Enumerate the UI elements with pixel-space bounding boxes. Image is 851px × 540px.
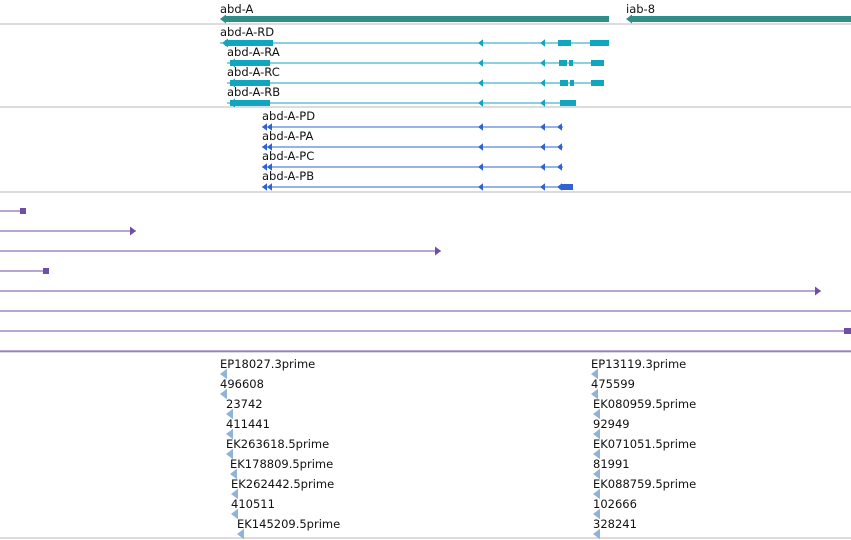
est-marker <box>220 388 227 400</box>
est-marker <box>226 448 233 460</box>
intron-direction-arrow <box>540 143 545 151</box>
est-marker <box>593 408 600 420</box>
transcript-label[interactable]: abd-A-RA <box>227 45 280 59</box>
est-label[interactable]: 81991 <box>593 457 630 471</box>
alignment-end-arrow <box>130 226 136 236</box>
intron-direction-arrow <box>478 183 483 191</box>
intron-direction-arrow <box>540 39 545 47</box>
intron-direction-arrow <box>540 59 545 67</box>
est-marker <box>593 508 600 520</box>
transcript-exon[interactable] <box>558 40 571 46</box>
strand-arrow <box>262 143 267 151</box>
est-marker <box>220 368 227 380</box>
est-marker <box>593 448 600 460</box>
gene-strand-arrow <box>220 14 226 24</box>
intron-direction-arrow <box>478 39 483 47</box>
est-marker <box>591 388 598 400</box>
strand-arrow <box>267 163 272 171</box>
est-label[interactable]: 102666 <box>593 497 637 511</box>
alignment-block[interactable] <box>20 208 26 214</box>
transcript-exon[interactable] <box>591 60 604 66</box>
est-label[interactable]: EK071051.5prime <box>593 437 696 451</box>
transcript-exon[interactable] <box>569 60 573 66</box>
transcript-exon[interactable] <box>560 100 576 106</box>
cds-label[interactable]: abd-A-PB <box>262 169 314 183</box>
est-label[interactable]: 411441 <box>226 417 270 431</box>
est-marker <box>593 428 600 440</box>
strand-arrow <box>262 183 267 191</box>
cds-block[interactable] <box>562 184 573 190</box>
alignment-end-arrow <box>815 286 821 296</box>
strand-arrow <box>267 123 272 131</box>
transcript-exon[interactable] <box>230 80 270 86</box>
est-label[interactable]: 92949 <box>593 417 630 431</box>
intron-direction-arrow <box>478 79 483 87</box>
cds-label[interactable]: abd-A-PC <box>262 149 314 163</box>
intron-direction-arrow <box>557 163 562 171</box>
intron-direction-arrow <box>478 59 483 67</box>
intron-direction-arrow <box>478 163 483 171</box>
est-marker <box>226 428 233 440</box>
strand-arrow <box>262 163 267 171</box>
est-label[interactable]: EP18027.3prime <box>220 357 315 371</box>
transcript-exon[interactable] <box>225 40 273 46</box>
est-label[interactable]: EK145209.5prime <box>237 517 340 531</box>
alignment-block[interactable] <box>844 328 851 334</box>
est-marker <box>231 508 238 520</box>
est-marker <box>593 468 600 480</box>
est-label[interactable]: EP13119.3prime <box>591 357 686 371</box>
intron-direction-arrow <box>540 163 545 171</box>
alignment-end-arrow <box>435 246 441 256</box>
gene-label-iab-8[interactable]: iab-8 <box>626 2 655 16</box>
gene-bar-abd-a[interactable] <box>225 16 609 22</box>
transcript-exon[interactable] <box>570 80 574 86</box>
est-marker <box>591 368 598 380</box>
est-label[interactable]: 410511 <box>231 497 275 511</box>
alignment-block[interactable] <box>43 268 49 274</box>
intron-direction-arrow <box>540 99 545 107</box>
transcript-exon[interactable] <box>230 60 270 66</box>
transcript-exon[interactable] <box>560 80 568 86</box>
gene-label-abd-a[interactable]: abd-A <box>220 2 254 16</box>
transcript-label[interactable]: abd-A-RC <box>227 65 280 79</box>
est-label[interactable]: EK080959.5prime <box>593 397 696 411</box>
cds-label[interactable]: abd-A-PD <box>262 109 315 123</box>
est-marker <box>231 488 238 500</box>
intron-direction-arrow <box>478 143 483 151</box>
transcript-label[interactable]: abd-A-RB <box>227 85 280 99</box>
est-label[interactable]: EK263618.5prime <box>226 437 329 451</box>
intron-direction-arrow <box>540 79 545 87</box>
est-label[interactable]: 23742 <box>226 397 263 411</box>
transcript-exon[interactable] <box>590 40 609 46</box>
est-label[interactable]: 328241 <box>593 517 637 531</box>
est-marker <box>230 468 237 480</box>
est-marker <box>593 488 600 500</box>
intron-direction-arrow <box>557 123 562 131</box>
transcript-exon[interactable] <box>230 100 270 106</box>
strand-arrow <box>267 183 272 191</box>
gene-strand-arrow <box>626 14 632 24</box>
cds-label[interactable]: abd-A-PA <box>262 129 314 143</box>
intron-direction-arrow <box>478 99 483 107</box>
intron-direction-arrow <box>557 143 562 151</box>
est-label[interactable]: EK178809.5prime <box>230 457 333 471</box>
est-label[interactable]: 496608 <box>220 377 264 391</box>
intron-direction-arrow <box>557 183 562 191</box>
est-marker <box>226 408 233 420</box>
gene-bar-iab-8[interactable] <box>631 16 851 22</box>
transcript-exon[interactable] <box>559 60 567 66</box>
transcript-label[interactable]: abd-A-RD <box>220 25 274 39</box>
est-label[interactable]: EK262442.5prime <box>231 477 334 491</box>
est-label[interactable]: 475599 <box>591 377 635 391</box>
intron-direction-arrow <box>540 123 545 131</box>
intron-direction-arrow <box>540 183 545 191</box>
est-label[interactable]: EK088759.5prime <box>593 477 696 491</box>
intron-direction-arrow <box>478 123 483 131</box>
strand-arrow <box>262 123 267 131</box>
est-marker <box>593 528 600 540</box>
transcript-exon[interactable] <box>591 80 604 86</box>
strand-arrow <box>267 143 272 151</box>
est-marker <box>237 528 244 540</box>
